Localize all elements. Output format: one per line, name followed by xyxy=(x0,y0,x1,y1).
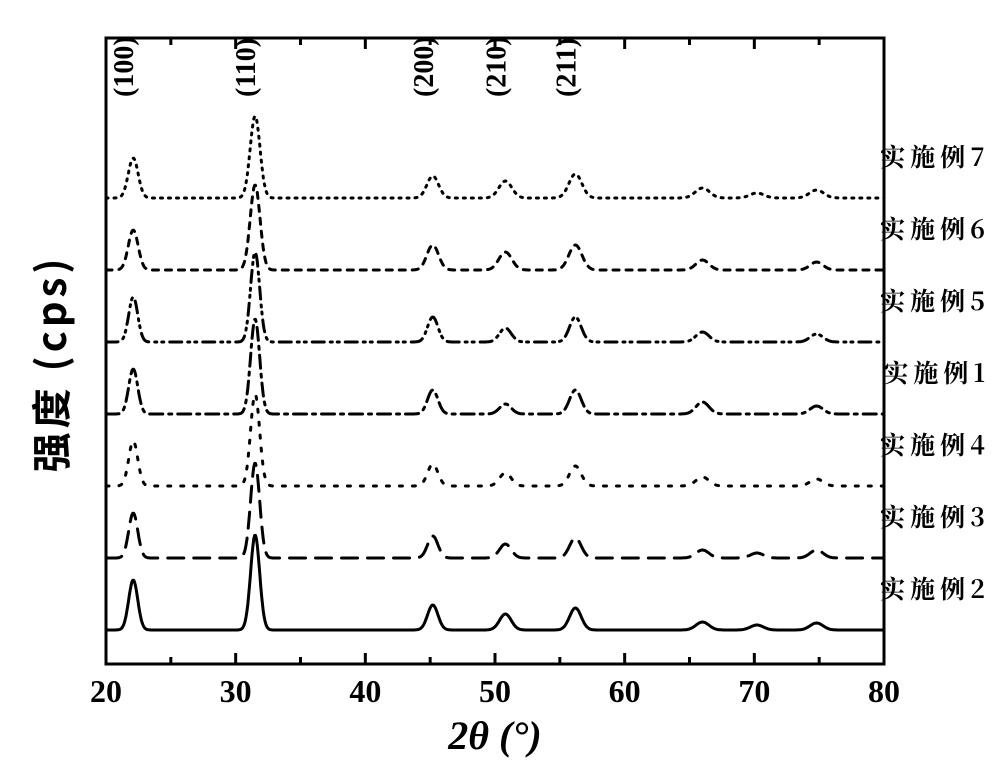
peak-index-label: (100) xyxy=(109,36,140,97)
x-axis-label: 2θ (°) xyxy=(447,713,541,758)
trace-label: 实施例3 xyxy=(880,498,990,534)
x-tick-label: 70 xyxy=(738,673,770,709)
y-axis-label: 强度 (cps) xyxy=(20,255,78,473)
trace-label: 实施例4 xyxy=(880,426,990,462)
peak-index-label: (211) xyxy=(551,38,582,97)
x-tick-label: 60 xyxy=(609,673,641,709)
trace-label: 实施例6 xyxy=(880,210,990,246)
xrd-figure: 20 30 40 50 60 70 80 2θ (°) 强度 (cps) 实施例2 实施例3 实施例4… xyxy=(0,0,1000,777)
trace-label: 实施例1 xyxy=(883,354,990,390)
x-tick-label: 40 xyxy=(349,673,381,709)
peak-index-label: (210) xyxy=(481,36,512,97)
trace-label: 实施例2 xyxy=(880,570,990,606)
x-tick-label: 30 xyxy=(220,673,252,709)
peak-index-label: (200) xyxy=(409,36,440,97)
x-tick-label: 50 xyxy=(479,673,511,709)
peak-index-label: (110) xyxy=(231,38,262,97)
trace-label: 实施例5 xyxy=(880,282,990,318)
xrd-svg: 20 30 40 50 60 70 80 2θ (°) 强度 (cps) 实施例2 实施例3 实施例4… xyxy=(0,0,1000,777)
x-tick-label: 80 xyxy=(868,673,900,709)
x-tick-label: 20 xyxy=(90,673,122,709)
trace-label: 实施例7 xyxy=(880,138,990,174)
